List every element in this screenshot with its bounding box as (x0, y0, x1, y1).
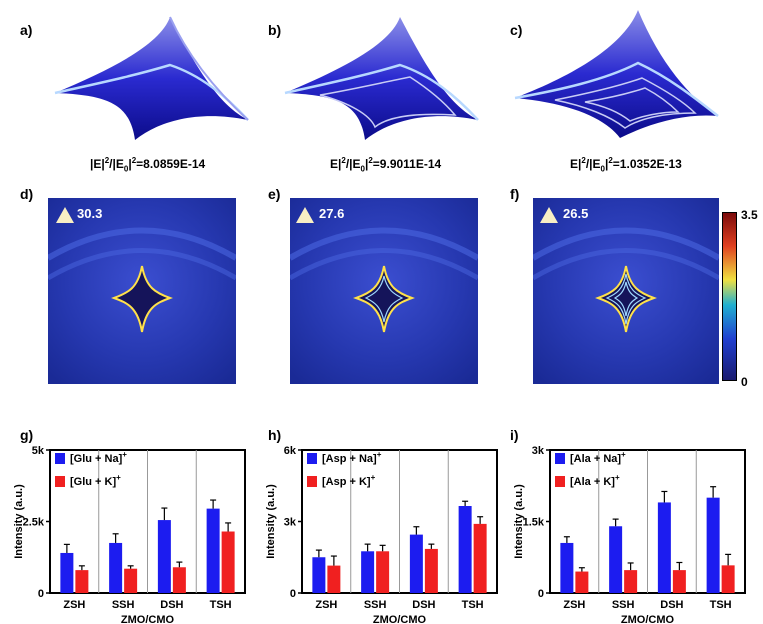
y-tick-label: 0 (38, 588, 44, 600)
x-tick-label: TSH (210, 599, 232, 611)
legend-swatch (555, 453, 565, 464)
panel-label-h: h) (268, 427, 282, 443)
panel-label-b: b) (268, 22, 282, 38)
bar (172, 567, 186, 593)
y-tick-label: 5k (32, 445, 45, 457)
y-axis-label: Intensity (a.u.) (13, 484, 25, 559)
y-tick-label: 0 (290, 588, 296, 600)
triangle-icon (56, 207, 74, 223)
x-tick-label: SSH (364, 599, 387, 611)
legend-label: [Asp + K]+ (322, 473, 376, 488)
bar-chart-asp: 0 3k 6k ZSH SSH DSH TSH ZMO/CMO Intensity (a.u.)… (265, 445, 498, 624)
y-tick-label: 0 (538, 588, 544, 600)
x-tick-label: TSH (710, 599, 732, 611)
bar (206, 508, 220, 593)
field-map-ssh (290, 198, 478, 384)
panel-label-e: e) (268, 186, 281, 202)
field-map-zsh (48, 198, 236, 384)
legend-label: [Glu + K]+ (70, 473, 121, 488)
x-tick-label: DSH (412, 599, 435, 611)
nanostructure-render-ssh (284, 17, 479, 140)
bar (327, 565, 341, 593)
bar (60, 552, 74, 593)
y-axis-label: Intensity (a.u.) (265, 484, 277, 559)
colorbar-max-label: 3.5 (741, 208, 758, 222)
panel-label-c: c) (510, 22, 523, 38)
triangle-icon (296, 207, 314, 223)
colorbar-min-label: 0 (741, 375, 748, 389)
y-tick-label: 2.5k (23, 517, 45, 529)
panel-label-f: f) (510, 186, 520, 202)
bar (721, 565, 735, 593)
bar (657, 502, 671, 593)
y-axis-label: Intensity (a.u.) (513, 484, 525, 559)
legend-label: [Ala + K]+ (570, 473, 620, 488)
bar (473, 523, 487, 593)
bar (312, 557, 326, 593)
caption-a: |E|2/|E0|2=8.0859E-14 (90, 156, 206, 174)
field-score-f: 26.5 (563, 206, 589, 221)
x-axis-label: ZMO/CMO (373, 614, 427, 624)
bar (609, 526, 623, 593)
legend-swatch (555, 476, 565, 487)
nanostructure-render-zsh (54, 16, 249, 140)
x-tick-label: SSH (112, 599, 135, 611)
y-tick-label: 1.5k (523, 517, 545, 529)
y-tick-label: 3k (284, 517, 297, 529)
bar (124, 568, 138, 593)
caption-b: E|2/|E0|2=9.9011E-14 (330, 156, 442, 174)
x-tick-label: DSH (660, 599, 683, 611)
bar (706, 497, 720, 593)
x-tick-label: SSH (612, 599, 635, 611)
y-tick-label: 3k (532, 445, 545, 457)
legend-label: [Glu + Na]+ (70, 450, 127, 465)
bar (157, 520, 171, 593)
bar (376, 551, 390, 593)
legend-label: [Ala + Na]+ (570, 450, 626, 465)
legend-swatch (307, 476, 317, 487)
field-score-e: 27.6 (319, 206, 345, 221)
colorbar (722, 212, 737, 381)
x-tick-label: ZSH (315, 599, 337, 611)
y-tick-label: 6k (284, 445, 297, 457)
panel-label-a: a) (20, 22, 33, 38)
bar (109, 542, 123, 593)
panel-label-d: d) (20, 186, 34, 202)
bar (575, 571, 589, 593)
field-map-dsh (533, 198, 719, 384)
legend-label: [Asp + Na]+ (322, 450, 382, 465)
bar (361, 551, 375, 593)
bar-chart-ala: 0 1.5k 3k ZSH SSH DSH TSH ZMO/CMO Intensity (a.u… (513, 445, 746, 624)
x-axis-label: ZMO/CMO (621, 614, 675, 624)
field-score-d: 30.3 (77, 206, 103, 221)
bar (409, 534, 423, 593)
legend-swatch (55, 476, 65, 487)
bar (624, 570, 638, 593)
bar (424, 548, 438, 593)
bar (221, 531, 235, 593)
bar-chart-glu: 0 2.5k 5k ZSH SSH DSH TSH ZMO/CMO Intensity (a.u… (13, 445, 246, 624)
x-tick-label: TSH (462, 599, 484, 611)
nanostructure-render-dsh (514, 10, 719, 138)
triangle-icon (540, 207, 558, 223)
bar (458, 506, 472, 593)
x-axis-label: ZMO/CMO (121, 614, 175, 624)
legend-swatch (307, 453, 317, 464)
bar (560, 542, 574, 593)
panel-label-i: i) (510, 427, 519, 443)
x-tick-label: ZSH (63, 599, 85, 611)
legend-swatch (55, 453, 65, 464)
bar (75, 570, 89, 593)
panel-label-g: g) (20, 427, 34, 443)
x-tick-label: DSH (160, 599, 183, 611)
caption-c: E|2/|E0|2=1.0352E-13 (570, 156, 682, 174)
bar (672, 570, 686, 593)
x-tick-label: ZSH (563, 599, 585, 611)
